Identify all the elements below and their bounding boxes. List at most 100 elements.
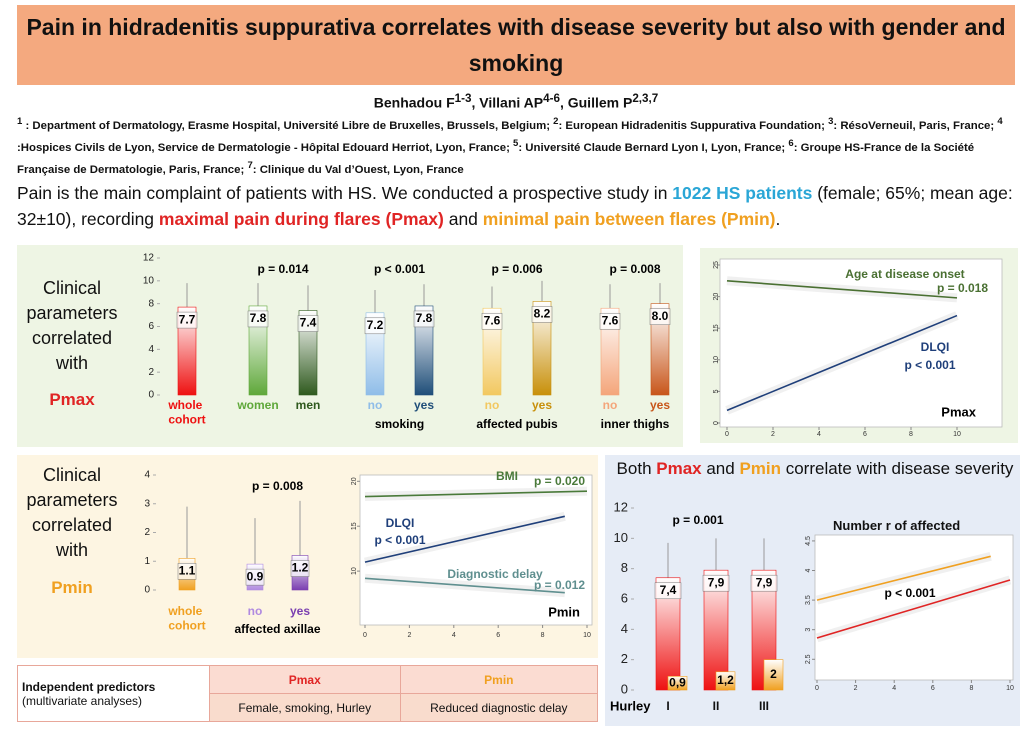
affiliation: : Groupe HS-France de la Société Françai… xyxy=(17,141,975,176)
text-segment: . xyxy=(775,209,781,229)
text-segment: Pmax xyxy=(656,459,702,478)
x-tick-label: yes xyxy=(650,398,670,412)
bar xyxy=(650,303,670,396)
bar xyxy=(532,301,552,396)
bar xyxy=(414,305,434,396)
value-label: 7,9 xyxy=(708,575,725,589)
text-segment: Pain is the main complaint of patients w… xyxy=(17,183,673,203)
y-tick-label: 4 xyxy=(148,344,154,355)
line xyxy=(726,280,958,299)
bar xyxy=(715,671,736,691)
p-value: p = 0.001 xyxy=(672,513,723,527)
x-tick-label: 2 xyxy=(771,431,775,438)
p-value: p = 0.008 xyxy=(609,262,660,276)
line xyxy=(816,579,1011,639)
text-segment: (female; 65%; mean age: 32±10), recordin… xyxy=(17,183,1013,229)
p-value: p = 0.020 xyxy=(534,474,585,488)
x-tick-label: 4 xyxy=(892,685,896,692)
label-box xyxy=(531,306,553,323)
y-tick-label: 25 xyxy=(713,261,720,269)
line xyxy=(364,515,565,563)
x-tick-label: men xyxy=(296,398,321,412)
value-label: 8.2 xyxy=(534,307,551,321)
x-tick-label: yes xyxy=(414,398,434,412)
author: , Guillem P xyxy=(559,94,633,111)
value-label: 7.8 xyxy=(250,311,267,325)
affiliation-number: 2 xyxy=(553,116,559,127)
y-tick-label: 0 xyxy=(713,421,720,425)
y-tick-label: 15 xyxy=(713,324,720,332)
label-box xyxy=(364,317,386,335)
series-label: Diagnostic delay xyxy=(447,567,543,581)
y-tick-label: 4 xyxy=(805,568,812,572)
x-tick-label: 2 xyxy=(407,632,411,639)
y-tick-label: 3 xyxy=(144,498,150,509)
x-tick-label: whole cohort xyxy=(167,604,205,632)
x-tick-label: women xyxy=(236,398,278,412)
text-segment: Both xyxy=(616,459,657,478)
y-tick-label: 8 xyxy=(148,298,154,309)
affiliation: : Université Claude Bernard Lyon I, Lyon… xyxy=(518,141,789,154)
x-tick-label: 10 xyxy=(953,431,961,438)
label-box xyxy=(481,312,503,330)
author: Benhadou F xyxy=(373,94,455,111)
row-label-sub: (multivariate analyses) xyxy=(22,693,143,708)
plot-frame xyxy=(359,474,593,626)
panel xyxy=(17,245,683,447)
cell: Reduced diagnostic delay xyxy=(399,693,599,722)
value-label: 7.6 xyxy=(484,313,501,327)
text-segment: maximal pain during flares (Pmax) xyxy=(158,209,444,229)
label-box xyxy=(297,315,319,332)
affiliation: : Clinique du Val d’Ouest, Lyon, France xyxy=(252,163,464,176)
x-tick-label: whole cohort xyxy=(167,398,205,426)
x-tick-label: no xyxy=(248,604,263,618)
side-title: Pmax xyxy=(49,390,95,409)
affiliation-number: 3 xyxy=(828,116,834,127)
y-tick-label: 2 xyxy=(144,527,150,538)
col-header: Pmax xyxy=(208,665,401,694)
bar xyxy=(177,306,197,396)
text-segment: minimal pain between flares (Pmin) xyxy=(482,209,776,229)
line xyxy=(726,314,958,412)
annotation: p < 0.001 xyxy=(884,586,935,600)
value-label: 7.2 xyxy=(367,318,384,332)
p-value: p = 0.006 xyxy=(491,262,542,276)
line xyxy=(364,577,565,594)
y-tick-label: 4 xyxy=(621,621,628,636)
plot-frame xyxy=(719,258,1003,428)
text-segment: correlate with disease severity xyxy=(781,459,1014,478)
x-tick-label: 4 xyxy=(817,431,821,438)
series-label: BMI xyxy=(496,469,518,483)
x-axis-label: Pmin xyxy=(548,604,580,619)
y-tick-label: 4 xyxy=(144,470,150,481)
x-tick-label: 8 xyxy=(969,685,973,692)
group-label: inner thighs xyxy=(601,417,670,431)
x-tick-label: 6 xyxy=(931,685,935,692)
text-segment: and xyxy=(443,209,483,229)
x-tick-label: yes xyxy=(532,398,552,412)
y-tick-label: 3 xyxy=(805,628,812,632)
y-tick-label: 20 xyxy=(351,477,358,485)
p-value: p = 0.014 xyxy=(257,262,308,276)
y-tick-label: 1 xyxy=(144,556,150,567)
affiliation-number: 6 xyxy=(788,137,794,149)
x-tick-label: 8 xyxy=(909,431,913,438)
chart: 0 2 4 6 8 10 2.5 3 3.5 4 4.5 p < 0.001 xyxy=(805,534,1014,692)
affiliation: : RésoVerneuil, Paris, France; xyxy=(833,119,998,132)
p-value: p < 0.001 xyxy=(374,262,425,276)
series-label: DLQI xyxy=(386,516,415,530)
plot-frame xyxy=(814,534,1014,681)
x-tick-label: 6 xyxy=(863,431,867,438)
value-label: 8.0 xyxy=(652,309,669,323)
label-box xyxy=(649,308,671,325)
text-segment: 1022 HS patients xyxy=(672,183,813,203)
y-tick-label: 0 xyxy=(148,390,154,401)
y-tick-label: 6 xyxy=(621,590,628,605)
y-tick-label: 10 xyxy=(713,356,720,364)
y-tick-label: 5 xyxy=(713,389,720,393)
y-tick-label: 10 xyxy=(351,567,358,575)
group-label: smoking xyxy=(375,417,424,431)
group-label: affected pubis xyxy=(476,417,558,431)
p-value: p < 0.001 xyxy=(374,533,425,547)
value-label: 7.6 xyxy=(602,313,619,327)
